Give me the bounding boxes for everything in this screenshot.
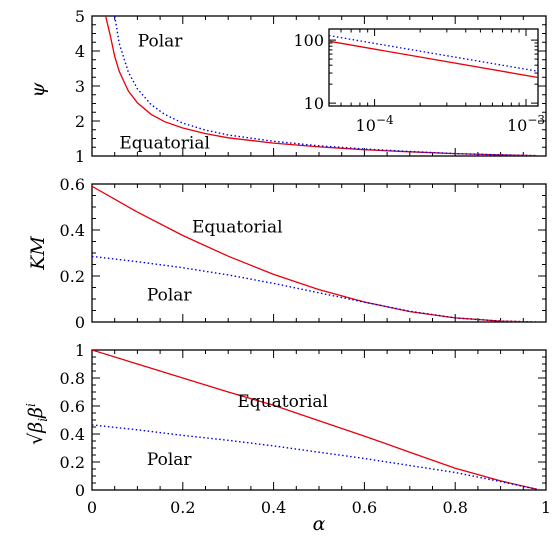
y-axis-label: √βiβi [24,403,50,445]
inset-x-tick-label: 10−4 [356,113,394,135]
inset: 10 100 10−4 10−3 [293,28,545,135]
region-label-equatorial: Equatorial [192,218,283,238]
equatorial-curve [92,350,538,490]
y-tick-label: 2 [75,112,85,131]
y-tick-label: 3 [75,77,85,96]
inset-frame [328,28,539,107]
inset-polar-curve [328,34,539,72]
y-tick-label: 1 [75,341,85,360]
region-label-equatorial: Equatorial [119,134,210,154]
x-tick-label: 0.6 [352,498,377,517]
y-tick-label: 5 [75,7,85,26]
x-tick-label: 0.8 [442,498,467,517]
region-label-polar: Polar [147,285,193,305]
y-tick-label: 0 [75,313,85,332]
y-tick-label: 0.4 [60,221,85,240]
inset-y-tick-label: 100 [293,31,324,50]
y-axis-label: ψ [27,81,49,97]
y-tick-label: 0.4 [60,425,85,444]
inset-x-tick-label: 10−3 [507,113,545,135]
x-tick-label: 0.4 [261,498,286,517]
y-tick-label: 0.2 [60,453,85,472]
polar-curve [92,255,537,322]
x-tick-label: 0 [87,498,97,517]
x-tick-label: 1 [541,498,551,517]
equatorial-curve [92,185,537,322]
y-axis-label: KM [27,236,49,271]
y-tick-label: 0.6 [60,397,85,416]
region-label-polar: Polar [138,32,184,52]
panel-2: 0 0.2 0.4 0.6 Equatorial Polar KM [27,175,547,332]
region-label-equatorial: Equatorial [237,392,328,412]
x-tick-label: 0.2 [170,498,195,517]
inset-equatorial-curve [328,40,539,79]
region-label-polar: Polar [147,450,193,470]
y-tick-label: 1 [75,147,85,166]
y-tick-label: 0.6 [60,175,85,194]
inset-y-tick-label: 10 [304,94,324,113]
y-tick-label: 4 [75,42,85,61]
y-tick-label: 0 [75,481,85,500]
panel-1: 1 2 3 4 5 Polar Equatorial 10 100 10−4 10−3 ψ [27,7,547,166]
x-axis-label: α [313,513,326,535]
y-tick-label: 0.2 [60,267,85,286]
polar-curve [92,424,538,490]
panel-3: 0 0.2 0.4 0.6 0.8 1 0 0.2 0.4 0.6 0.8 1 Equatorial Po… [24,341,551,535]
equatorial-curve [104,16,537,156]
y-tick-label: 0.8 [60,369,85,388]
